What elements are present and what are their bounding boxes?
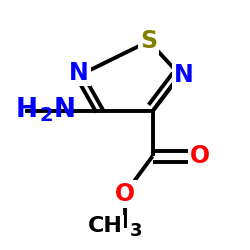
Text: N: N [69,60,88,84]
Text: O: O [115,182,135,206]
Text: CH: CH [88,216,122,236]
Text: 2: 2 [40,106,53,125]
Text: 3: 3 [130,222,142,240]
Text: H: H [16,97,38,123]
Text: S: S [140,29,157,53]
Text: N: N [174,63,194,87]
Text: N: N [54,97,76,123]
Text: O: O [190,144,210,168]
